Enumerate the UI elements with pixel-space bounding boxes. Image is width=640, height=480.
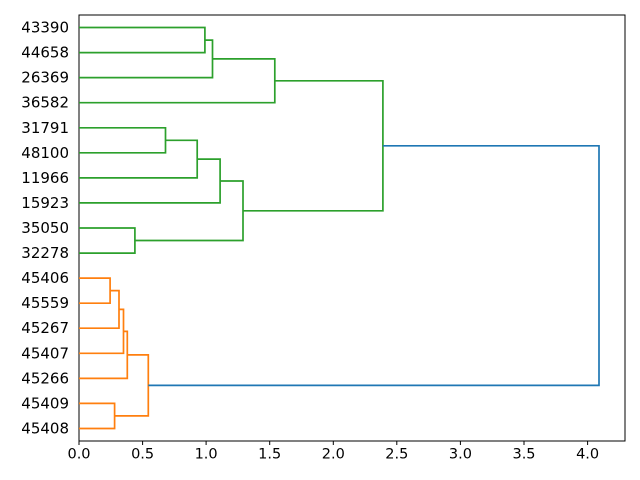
dendrogram-link [79, 158, 221, 204]
dendrogram-link [134, 180, 244, 242]
dendrogram-link [114, 354, 150, 417]
dendrogram-link [79, 402, 116, 430]
leaf-label: 45409 [21, 394, 69, 412]
leaf-label: 45408 [21, 420, 69, 438]
dendrogram-link [79, 139, 199, 179]
plot-area [78, 14, 626, 442]
x-tick-label: 2.5 [385, 447, 408, 463]
leaf-label: 15923 [21, 194, 69, 212]
dendrogram-link [79, 277, 111, 305]
dendrogram-link [79, 39, 214, 79]
dendrogram-link [79, 330, 129, 380]
dendrogram-link [79, 26, 206, 54]
x-tick-label: 3.5 [512, 447, 535, 463]
x-tick-label: 0.0 [67, 447, 90, 463]
leaf-label: 48100 [21, 144, 69, 162]
leaf-label: 35050 [21, 219, 69, 237]
leaf-label: 32278 [21, 244, 69, 262]
x-tick-label: 1.5 [258, 447, 281, 463]
dendrogram-link [79, 289, 120, 330]
x-tick-label: 4.0 [576, 447, 599, 463]
dendrogram-link [79, 227, 136, 254]
dendrogram-link [79, 58, 276, 104]
leaf-label: 43390 [21, 19, 69, 37]
leaf-label: 44658 [21, 44, 69, 62]
dendrogram-link [79, 308, 125, 355]
leaf-label: 45407 [21, 344, 69, 362]
x-tick-label: 1.0 [195, 447, 218, 463]
leaf-label: 45266 [21, 369, 69, 387]
leaf-label: 45559 [21, 294, 69, 312]
leaf-label: 31791 [21, 119, 69, 137]
dendrogram-link [148, 144, 600, 387]
dendrogram-link [79, 126, 167, 154]
x-tick-label: 2.0 [322, 447, 345, 463]
leaf-label: 45267 [21, 319, 69, 337]
dendrogram-link [243, 79, 384, 212]
x-tick-label: 3.0 [449, 447, 472, 463]
x-tick-label: 0.5 [131, 447, 154, 463]
leaf-label: 36582 [21, 94, 69, 112]
leaf-label: 45406 [21, 269, 69, 287]
leaf-label: 26369 [21, 69, 69, 87]
leaf-label: 11966 [21, 169, 69, 187]
